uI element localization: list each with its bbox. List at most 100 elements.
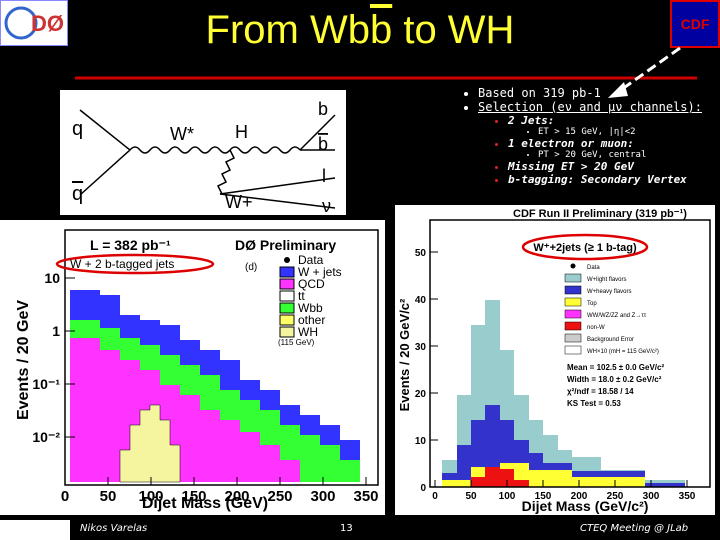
stat-line: Mean = 102.5 ± 0.0 GeV/c² <box>567 363 664 372</box>
label: l <box>322 166 326 186</box>
legend-label: other <box>298 313 325 327</box>
legend-swatch <box>279 290 295 302</box>
svg-text:CDF: CDF <box>681 16 710 32</box>
legend-label: Top <box>587 301 597 307</box>
d0-logo: DØ <box>0 0 68 46</box>
bullet-list: Based on 319 pb-1Selection (eν and μν ch… <box>450 86 718 186</box>
page-number: 13 <box>340 523 353 534</box>
detail: PT > 20 GeV, central <box>538 150 718 160</box>
label: b <box>318 134 328 154</box>
x-tick-label: 50 <box>100 488 117 505</box>
sub-bullet: Missing ET > 20 GeV <box>508 160 718 173</box>
sub-bullet-text: Missing ET > 20 GeV <box>508 160 634 173</box>
legend-swatch <box>279 302 295 314</box>
bullet-list: Based on 319 pb-1Selection (eν and μν ch… <box>450 86 718 186</box>
legend-label: WH×10 (mH = 115 GeV/c²) <box>587 349 659 355</box>
sub-bullet-text: b-tagging: Secondary Vertex <box>508 173 687 186</box>
y-tick-label: 50 <box>415 248 427 259</box>
label: H <box>235 122 248 142</box>
title-text: b <box>369 8 393 52</box>
legend-label: QCD <box>298 277 325 291</box>
selection: W + 2 b-tagged jets <box>70 257 174 271</box>
y-tick-label: 10 <box>415 436 427 447</box>
x-tick-label: 150 <box>181 488 206 505</box>
legend-label: non-W <box>587 325 605 331</box>
y-tick-label: 20 <box>415 389 427 400</box>
legend-swatch <box>279 266 295 278</box>
legend-label: Wbb <box>298 301 323 315</box>
footer-author: Nikos Varelas <box>80 523 148 534</box>
legend-label: Data <box>298 253 324 267</box>
bullet-text: Based on 319 pb-1 <box>478 86 601 100</box>
y-tick-label: 10 <box>44 270 60 286</box>
histogram <box>442 300 685 487</box>
cdf-logo: CDF <box>670 0 720 48</box>
stat-line: χ²/ndf = 18.58 / 14 <box>567 387 634 396</box>
decoration <box>75 46 697 98</box>
stat-line: Width = 18.0 ± 0.2 GeV/c² <box>567 375 662 384</box>
legend-swatch <box>564 273 582 283</box>
label: W* <box>170 124 194 144</box>
note: (115 GeV) <box>278 338 315 347</box>
x-tick-label: 300 <box>643 491 660 502</box>
x-axis-label: Dijet Mass (GeV/c²) <box>522 498 649 514</box>
cdf-plot: CDF Run II Preliminary (319 pb⁻¹) W⁺+2je… <box>395 205 715 515</box>
sub-bullet-text: 1 electron or muon: <box>508 137 634 150</box>
sub-bullet: 2 Jets:ET > 15 GeV, |η|<2 <box>508 114 718 137</box>
sub-sub-list: PT > 20 GeV, central <box>508 150 718 160</box>
y-tick-label: 40 <box>415 295 427 306</box>
plot-title: DØ Preliminary <box>235 237 336 253</box>
title-text: to WH <box>392 8 515 52</box>
arrow <box>617 46 681 94</box>
legend-swatch <box>564 333 582 343</box>
histogram <box>70 290 360 483</box>
lumi: L = 382 pb⁻¹ <box>90 237 171 253</box>
legend-label: WH <box>298 325 318 339</box>
sub-bullet: b-tagging: Secondary Vertex <box>508 173 718 186</box>
d0-plot: L = 382 pb⁻¹ DØ Preliminary W + 2 b-tagg… <box>0 220 385 515</box>
y-axis-label: Events / 20 GeV <box>15 300 32 420</box>
y-tick-label: 0 <box>420 483 426 494</box>
x-tick-label: 0 <box>61 488 69 505</box>
x-tick-label: 350 <box>353 488 378 505</box>
legend-label: Data <box>587 265 600 271</box>
panel: (d) <box>245 262 257 273</box>
legend-label: Background Error <box>587 337 634 343</box>
sub-sub-list: ET > 15 GeV, |η|<2 <box>508 127 718 137</box>
sub-list: 2 Jets:ET > 15 GeV, |η|<21 electron or m… <box>478 114 718 186</box>
legend-marker <box>570 263 576 269</box>
y-tick-label: 10⁻¹ <box>32 376 60 392</box>
sub-bullet: 1 electron or muon:PT > 20 GeV, central <box>508 137 718 160</box>
sub-bullet-text: 2 Jets: <box>508 114 555 127</box>
d0-logo-art: DØ <box>4 6 64 40</box>
slide-title: From Wbb to WH <box>0 8 720 53</box>
x-tick-label: 0 <box>432 491 438 502</box>
title-text: From Wb <box>205 8 370 52</box>
legend-label: W+heavy flavors <box>587 289 632 295</box>
label: q <box>72 118 83 140</box>
label: W+ <box>225 192 253 212</box>
plot-title: CDF Run II Preliminary (319 pb⁻¹) <box>513 208 687 220</box>
x-tick-label: 300 <box>310 488 335 505</box>
x-tick-label: 250 <box>607 491 624 502</box>
x-tick-label: 100 <box>138 488 163 505</box>
detail-text: PT > 20 GeV, central <box>538 150 647 160</box>
x-tick-label: 350 <box>679 491 696 502</box>
legend-swatch <box>564 309 582 319</box>
legend-swatch <box>564 285 582 295</box>
svg-text:DØ: DØ <box>31 11 64 36</box>
x-tick-label: 150 <box>535 491 552 502</box>
legend-marker <box>284 257 290 263</box>
detail-text: ET > 15 GeV, |η|<2 <box>538 127 636 137</box>
cdf-logo-art: CDF <box>681 16 710 32</box>
y-axis-label: Events / 20 GeV/c² <box>397 298 412 411</box>
stat-line: KS Test = 0.53 <box>567 399 621 408</box>
y-tick-label: 30 <box>415 342 427 353</box>
legend-swatch <box>279 314 295 326</box>
y-tick-label: 1 <box>52 323 60 339</box>
legend-swatch <box>564 345 582 355</box>
x-tick-label: 200 <box>224 488 249 505</box>
legend-label: W+light flavors <box>587 277 627 283</box>
footer-event: CTEQ Meeting @ JLab <box>580 523 689 534</box>
